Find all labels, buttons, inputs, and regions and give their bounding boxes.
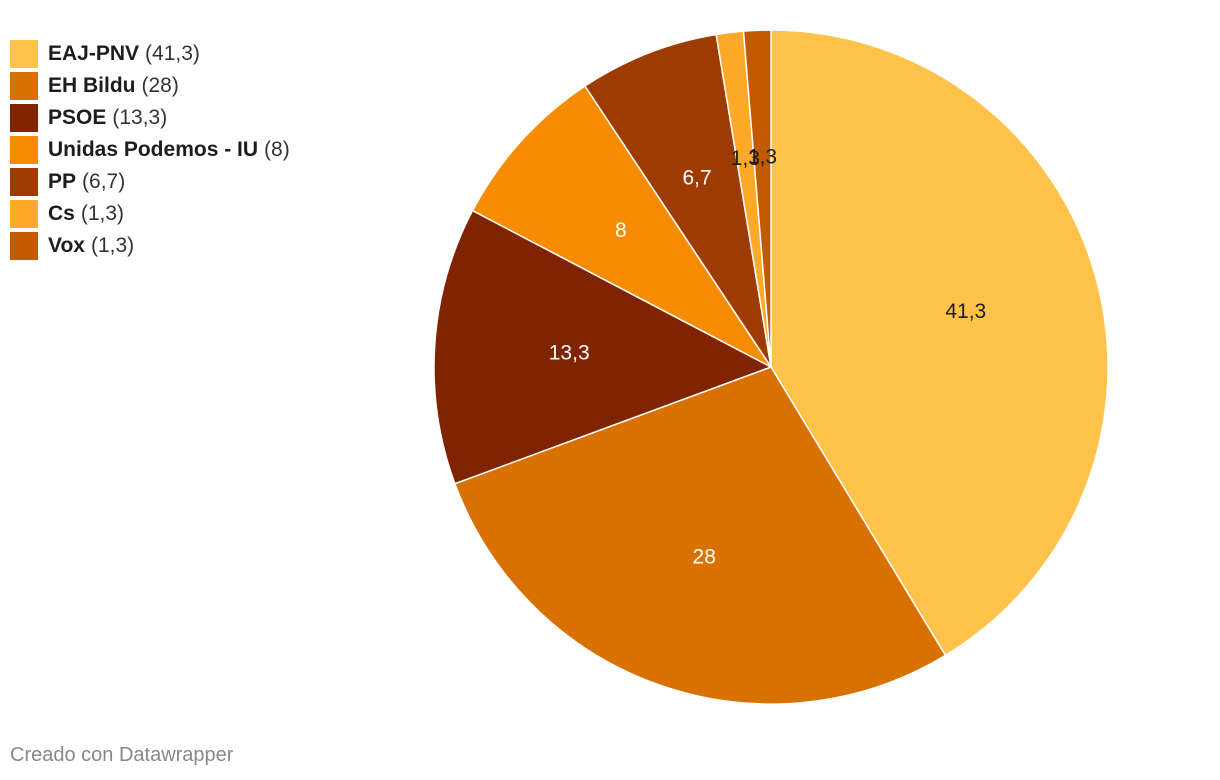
pie-slice bbox=[742, 29, 772, 368]
legend-label: Unidas Podemos - IU bbox=[48, 138, 259, 161]
pie-slice bbox=[471, 84, 772, 368]
pie-slice bbox=[583, 33, 772, 368]
pie-slice bbox=[453, 366, 947, 705]
legend-item: EAJ-PNV (41,3) bbox=[10, 38, 290, 70]
legend-label: PSOE bbox=[48, 106, 107, 129]
slice-value-label: 8 bbox=[615, 219, 627, 242]
legend-label: Cs bbox=[48, 202, 75, 225]
legend-item: PSOE (13,3) bbox=[10, 102, 290, 134]
slice-value-label: 1,3 bbox=[748, 146, 777, 169]
legend-label: PP bbox=[48, 170, 77, 193]
slice-value-label: 41,3 bbox=[945, 300, 986, 323]
legend-value: (1,3) bbox=[80, 202, 125, 225]
pie-slice bbox=[433, 209, 773, 485]
legend-swatch bbox=[10, 40, 38, 68]
slice-value-label: 1,3 bbox=[731, 147, 760, 170]
legend-item: PP (6,7) bbox=[10, 166, 290, 198]
legend-label: EH Bildu bbox=[48, 74, 136, 97]
legend-swatch bbox=[10, 232, 38, 260]
legend-value: (8) bbox=[264, 138, 290, 161]
legend-value: (13,3) bbox=[112, 106, 168, 129]
credit-text: Creado con Datawrapper bbox=[10, 744, 234, 766]
legend-value: (28) bbox=[141, 74, 179, 97]
legend-item: EH Bildu (28) bbox=[10, 70, 290, 102]
legend-swatch bbox=[10, 168, 38, 196]
legend-item: Vox (1,3) bbox=[10, 230, 290, 262]
legend-swatch bbox=[10, 136, 38, 164]
legend-swatch bbox=[10, 104, 38, 132]
slice-value-label: 13,3 bbox=[549, 342, 590, 365]
legend-swatch bbox=[10, 200, 38, 228]
legend-value: (6,7) bbox=[82, 170, 126, 193]
chart-legend: EAJ-PNV (41,3) EH Bildu (28) PSOE (13,3) Unida… bbox=[10, 38, 290, 262]
legend-label: Vox bbox=[48, 234, 85, 257]
legend-label: EAJ-PNV bbox=[48, 42, 140, 65]
slice-value-label: 6,7 bbox=[682, 166, 711, 189]
legend-swatch bbox=[10, 72, 38, 100]
pie-slice bbox=[770, 29, 1109, 657]
legend-item: Unidas Podemos - IU (8) bbox=[10, 134, 290, 166]
slice-value-label: 28 bbox=[693, 545, 716, 568]
legend-value: (1,3) bbox=[90, 234, 135, 257]
legend-value: (41,3) bbox=[145, 42, 200, 65]
legend-item: Cs (1,3) bbox=[10, 198, 290, 230]
